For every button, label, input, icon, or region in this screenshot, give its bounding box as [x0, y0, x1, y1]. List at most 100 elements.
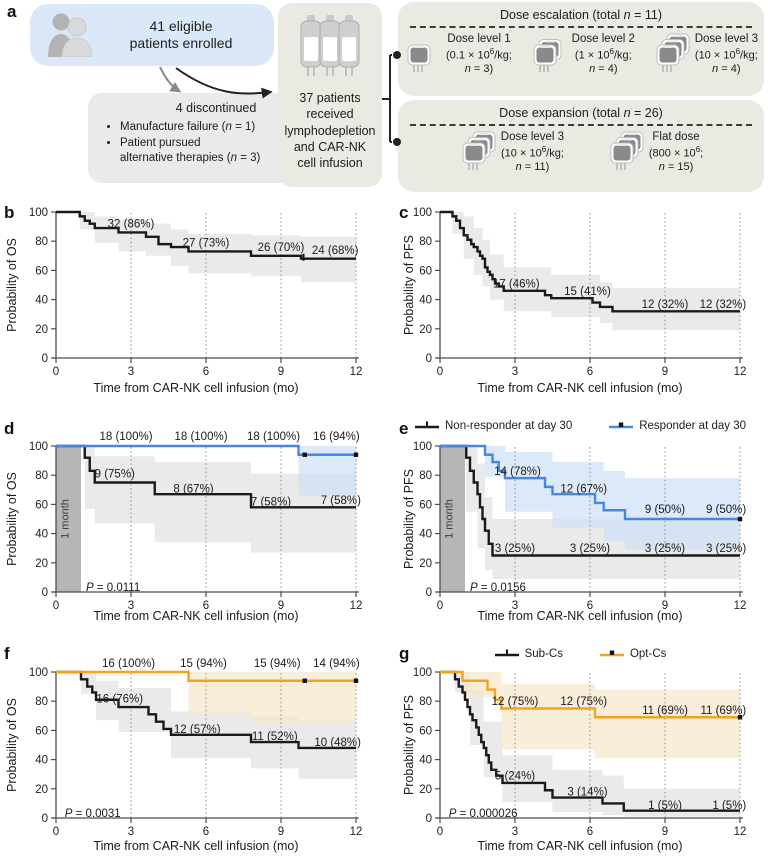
dose-escalation-items: Dose level 1 (0.1 × 106/kg; n = 3) Dose lev…: [398, 30, 764, 79]
y-tick-label: 40: [35, 529, 48, 541]
y-tick-label: 0: [426, 813, 432, 825]
censor-mark: [353, 678, 359, 683]
censor-mark: [353, 452, 359, 457]
panel-e-pfs-response: e Probability of PFS Non-responder at da…: [384, 415, 768, 630]
x-tick-label: 9: [278, 366, 284, 378]
at-risk-annotation: 9 (50%): [645, 504, 685, 516]
at-risk-annotation: 27 (73%): [183, 238, 230, 250]
y-tick-label: 100: [29, 667, 48, 679]
at-risk-annotation: 9 (75%): [95, 469, 135, 481]
discontinued-reasons: Manufacture failure (n = 1) Patient purs…: [98, 120, 334, 167]
y-tick-label: 0: [42, 813, 48, 825]
y-tick-label: 60: [35, 499, 48, 511]
p-value: P = 0.0111: [86, 582, 140, 594]
infusion-bag-icon: [653, 30, 693, 79]
y-tick-label: 80: [35, 236, 48, 248]
at-risk-annotation: 24 (68%): [312, 245, 359, 257]
dose-expansion-items: Dose level 3 (10 × 106/kg; n = 11) Flat dos…: [398, 128, 764, 177]
y-tick-label: 60: [35, 265, 48, 277]
at-risk-annotation: 7 (58%): [251, 496, 291, 508]
x-tick-label: 0: [437, 600, 443, 612]
x-tick-label: 0: [437, 826, 443, 838]
confidence-band: [188, 672, 356, 724]
at-risk-annotation: 12 (32%): [700, 299, 747, 311]
x-tick-label: 6: [203, 600, 209, 612]
arrow-to-infusion: [175, 67, 273, 99]
km-curve: [56, 444, 356, 456]
at-risk-annotation: 15 (41%): [564, 286, 611, 298]
confidence-band: [452, 212, 740, 332]
at-risk-annotation: 12 (32%): [642, 299, 689, 311]
dose-item: Dose level 2 (1 × 106/kg; n = 4): [530, 30, 635, 79]
dashed-divider: [410, 124, 752, 126]
at-risk-annotation: 12 (57%): [174, 724, 221, 736]
y-tick-label: 20: [35, 784, 48, 796]
dose-expansion-title: Dose expansion (total n = 26): [499, 106, 663, 120]
y-tick-label: 80: [35, 696, 48, 708]
km-plot: 0 3 6 9 12 0 20 40 60 80 100 12 (75%) 12 (75%) 11 (69…: [413, 667, 747, 838]
at-risk-annotation: 3 (14%): [567, 787, 607, 799]
y-tick-label: 40: [419, 529, 432, 541]
x-tick-label: 3: [128, 826, 134, 838]
x-tick-label: 12: [350, 600, 363, 612]
at-risk-annotation: 3 (25%): [645, 543, 685, 555]
at-risk-annotation: 9 (50%): [706, 504, 746, 516]
x-tick-label: 6: [587, 366, 593, 378]
legend-label: Sub-Cs: [524, 648, 563, 660]
km-curve: [440, 670, 740, 812]
x-tick-label: 6: [587, 826, 593, 838]
y-tick-label: 80: [419, 236, 432, 248]
enrolled-text: 41 eligible patients enrolled: [129, 17, 233, 52]
dashed-divider: [410, 26, 752, 28]
y-axis-label: Probability of OS: [5, 698, 19, 792]
at-risk-annotation: 18 (100%): [99, 431, 152, 443]
km-curve: [56, 210, 356, 260]
y-axis-label: Probability of OS: [5, 238, 19, 332]
x-tick-label: 3: [512, 600, 518, 612]
km-curve: [440, 444, 740, 557]
km-curve: [56, 670, 356, 682]
infusion-bag-icon-svg: [462, 131, 496, 170]
x-tick-label: 3: [512, 366, 518, 378]
legend-label: Responder at day 30: [639, 420, 746, 432]
y-tick-label: 20: [35, 324, 48, 336]
censor-mark: [302, 452, 307, 457]
dose-item: Dose level 3 (10 × 106/kg; n = 11): [459, 128, 564, 177]
at-risk-annotation: 15 (94%): [180, 658, 227, 670]
y-tick-label: 60: [419, 499, 432, 511]
x-tick-label: 12: [734, 366, 747, 378]
censor-mark: [302, 678, 307, 683]
dose-item-label: Dose level 3 (10 × 106/kg; n = 11): [500, 131, 565, 174]
one-month-label: 1 month: [60, 499, 72, 539]
at-risk-annotation: 1 (5%): [648, 800, 682, 812]
y-tick-label: 60: [35, 725, 48, 737]
dose-item-label: Dose level 1 (0.1 × 106/kg; n = 3): [446, 33, 512, 76]
infusion-bag-icon: [530, 30, 570, 79]
y-tick-label: 20: [419, 784, 432, 796]
x-tick-label: 0: [53, 826, 59, 838]
y-tick-label: 80: [419, 470, 432, 482]
infusion-bag-icon-svg: [656, 33, 690, 72]
dose-item-label: Dose level 3 (10 × 106/kg; n = 4): [694, 33, 758, 76]
infusion-bag-icon: [404, 30, 444, 79]
dose-item-label: Dose level 2 (1 × 106/kg; n = 4): [571, 33, 635, 76]
chart-legend: Sub-Cs Opt-Cs: [404, 648, 756, 660]
confidence-band: [298, 446, 356, 498]
p-value: P = 0.0031: [65, 808, 121, 820]
legend-item: Non-responder at day 30: [414, 420, 572, 432]
iv-bags-icon: [299, 13, 361, 84]
y-tick-label: 100: [413, 207, 432, 219]
x-tick-label: 12: [350, 826, 363, 838]
x-tick-label: 0: [53, 366, 59, 378]
censor-mark: [737, 715, 743, 720]
dose-item: Flat dose (800 × 106; n = 15): [607, 128, 703, 177]
km-curve: [440, 670, 740, 719]
one-month-label: 1 month: [444, 499, 456, 539]
panel-c-pfs-all: c Probability of PFS 0 3 6 9 12 0 20 40 60 80 100 1…: [384, 195, 768, 415]
arrow-to-discontinued: [159, 66, 182, 93]
dose-item: Dose level 1 (0.1 × 106/kg; n = 3): [404, 30, 512, 79]
y-tick-label: 80: [35, 470, 48, 482]
km-curve: [440, 444, 740, 521]
x-tick-label: 3: [512, 826, 518, 838]
x-tick-label: 9: [662, 600, 668, 612]
